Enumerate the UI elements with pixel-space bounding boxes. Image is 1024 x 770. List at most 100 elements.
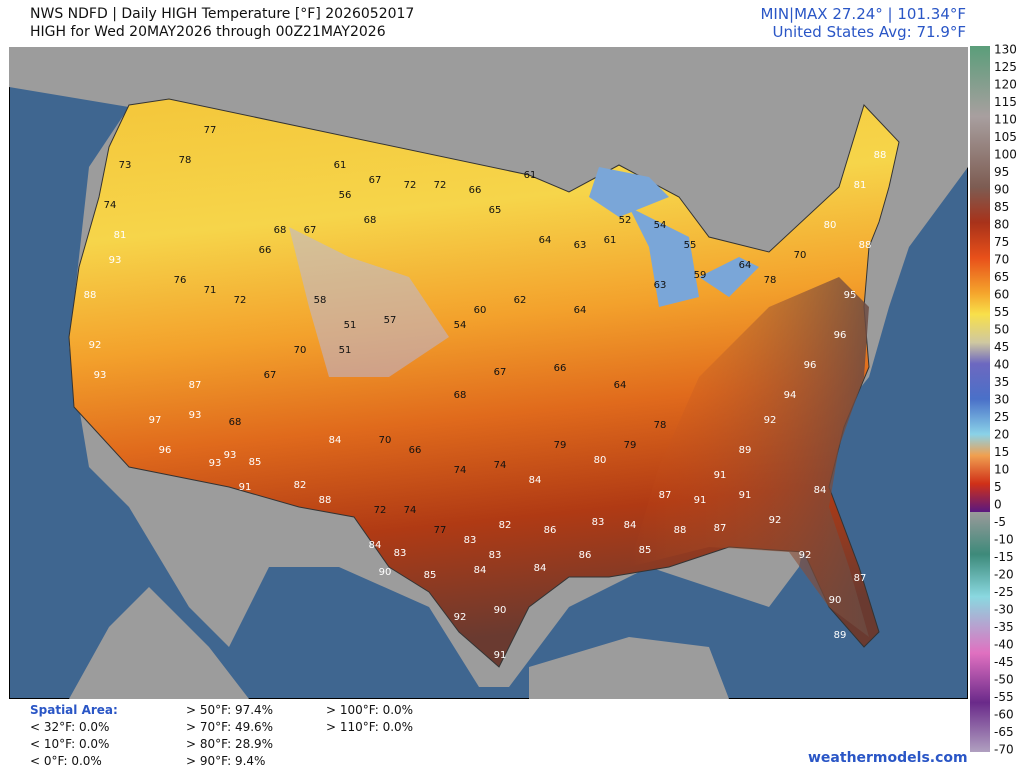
temperature-label: 85: [639, 545, 652, 556]
temperature-label: 86: [544, 525, 557, 536]
stats-col: > 100°F: 0.0% > 110°F: 0.0%: [326, 702, 413, 736]
colorbar-label: 70: [994, 253, 1009, 267]
temperature-label: 77: [434, 525, 447, 536]
temperature-label: 88: [319, 495, 332, 506]
stat: > 70°F: 49.6%: [186, 720, 274, 734]
temperature-label: 59: [694, 270, 707, 281]
colorbar-label: -60: [994, 708, 1014, 722]
temperature-label: 61: [604, 235, 617, 246]
temperature-label: 93: [189, 410, 202, 421]
temperature-label: 96: [834, 330, 847, 341]
temperature-label: 83: [489, 550, 502, 561]
colorbar-label: -40: [994, 638, 1014, 652]
temperature-label: 84: [529, 475, 542, 486]
colorbar: 1301251201151101051009590858075706560555…: [970, 44, 1017, 756]
temperature-label: 92: [769, 515, 782, 526]
temperature-label: 89: [834, 630, 847, 641]
temperature-label: 78: [654, 420, 667, 431]
temperature-label: 66: [409, 445, 422, 456]
temperature-label: 68: [454, 390, 467, 401]
colorbar-label: -50: [994, 673, 1014, 687]
temperature-label: 82: [499, 520, 512, 531]
land: [69, 587, 729, 699]
temperature-label: 81: [114, 230, 127, 241]
temperature-label: 80: [594, 455, 607, 466]
colorbar-label: 35: [994, 375, 1009, 389]
temperature-label: 68: [364, 215, 377, 226]
temperature-label: 91: [739, 490, 752, 501]
temperature-label: 92: [89, 340, 102, 351]
hot-region: [629, 277, 869, 637]
temperature-label: 94: [784, 390, 797, 401]
temperature-label: 93: [109, 255, 122, 266]
colorbar-label: 25: [994, 410, 1009, 424]
temperature-label: 55: [684, 240, 697, 251]
temperature-label: 80: [824, 220, 837, 231]
temperature-label: 83: [592, 517, 605, 528]
stat: > 100°F: 0.0%: [326, 703, 414, 717]
colorbar-scale: [970, 46, 990, 752]
temperature-label: 88: [674, 525, 687, 536]
temperature-label: 84: [329, 435, 342, 446]
temperature-label: 54: [454, 320, 467, 331]
temperature-label: 83: [464, 535, 477, 546]
colorbar-label: 40: [994, 358, 1009, 372]
temperature-label: 67: [264, 370, 277, 381]
temperature-label: 90: [379, 567, 392, 578]
colorbar-label: 30: [994, 393, 1009, 407]
colorbar-label: 130: [994, 44, 1017, 57]
temperature-label: 93: [94, 370, 107, 381]
temperature-label: 54: [654, 220, 667, 231]
temperature-label: 82: [294, 480, 307, 491]
temperature-label: 93: [209, 458, 222, 469]
colorbar-label: -20: [994, 568, 1014, 582]
temperature-label: 58: [314, 295, 327, 306]
temperature-label: 84: [624, 520, 637, 531]
temperature-label: 62: [514, 295, 527, 306]
temperature-label: 56: [339, 190, 352, 201]
temperature-label: 68: [274, 225, 287, 236]
temperature-label: 84: [474, 565, 487, 576]
temperature-label: 88: [859, 240, 872, 251]
stats-col: < 32°F: 0.0% < 10°F: 0.0% < 0°F: 0.0%: [30, 719, 109, 770]
colorbar-label: 10: [994, 463, 1009, 477]
minmax: MIN|MAX 27.24° | 101.34°F: [760, 5, 966, 23]
temperature-label: 77: [204, 125, 217, 136]
temperature-label: 93: [224, 450, 237, 461]
temperature-label: 97: [149, 415, 162, 426]
temperature-label: 95: [844, 290, 857, 301]
temperature-label: 52: [619, 215, 632, 226]
temperature-label: 81: [854, 180, 867, 191]
stat: < 32°F: 0.0%: [30, 720, 110, 734]
stats-col: > 50°F: 97.4% > 70°F: 49.6% > 80°F: 28.9% >…: [186, 702, 273, 770]
colorbar-label: 110: [994, 113, 1017, 127]
temperature-label: 74: [104, 200, 117, 211]
colorbar-label: 95: [994, 165, 1009, 179]
temperature-label: 67: [369, 175, 382, 186]
stat: < 10°F: 0.0%: [30, 737, 110, 751]
temperature-label: 76: [174, 275, 187, 286]
colorbar-label: 50: [994, 323, 1009, 337]
colorbar-label: -45: [994, 655, 1014, 669]
temperature-label: 65: [489, 205, 502, 216]
temperature-label: 72: [234, 295, 247, 306]
temperature-label: 79: [624, 440, 637, 451]
temperature-label: 92: [454, 612, 467, 623]
cool-region: [289, 227, 449, 377]
temperature-label: 70: [794, 250, 807, 261]
temperature-label: 66: [469, 185, 482, 196]
temperature-label: 96: [804, 360, 817, 371]
stat: > 50°F: 97.4%: [186, 703, 274, 717]
colorbar-label: 15: [994, 445, 1009, 459]
colorbar-label: 100: [994, 148, 1017, 162]
temperature-label: 89: [739, 445, 752, 456]
temperature-label: 92: [764, 415, 777, 426]
temperature-label: 91: [239, 482, 252, 493]
stat: > 80°F: 28.9%: [186, 737, 274, 751]
temperature-label: 85: [249, 457, 262, 468]
colorbar-label: 115: [994, 95, 1017, 109]
colorbar-label: 85: [994, 200, 1009, 214]
temperature-label: 85: [424, 570, 437, 581]
temperature-label: 70: [294, 345, 307, 356]
temperature-label: 74: [404, 505, 417, 516]
